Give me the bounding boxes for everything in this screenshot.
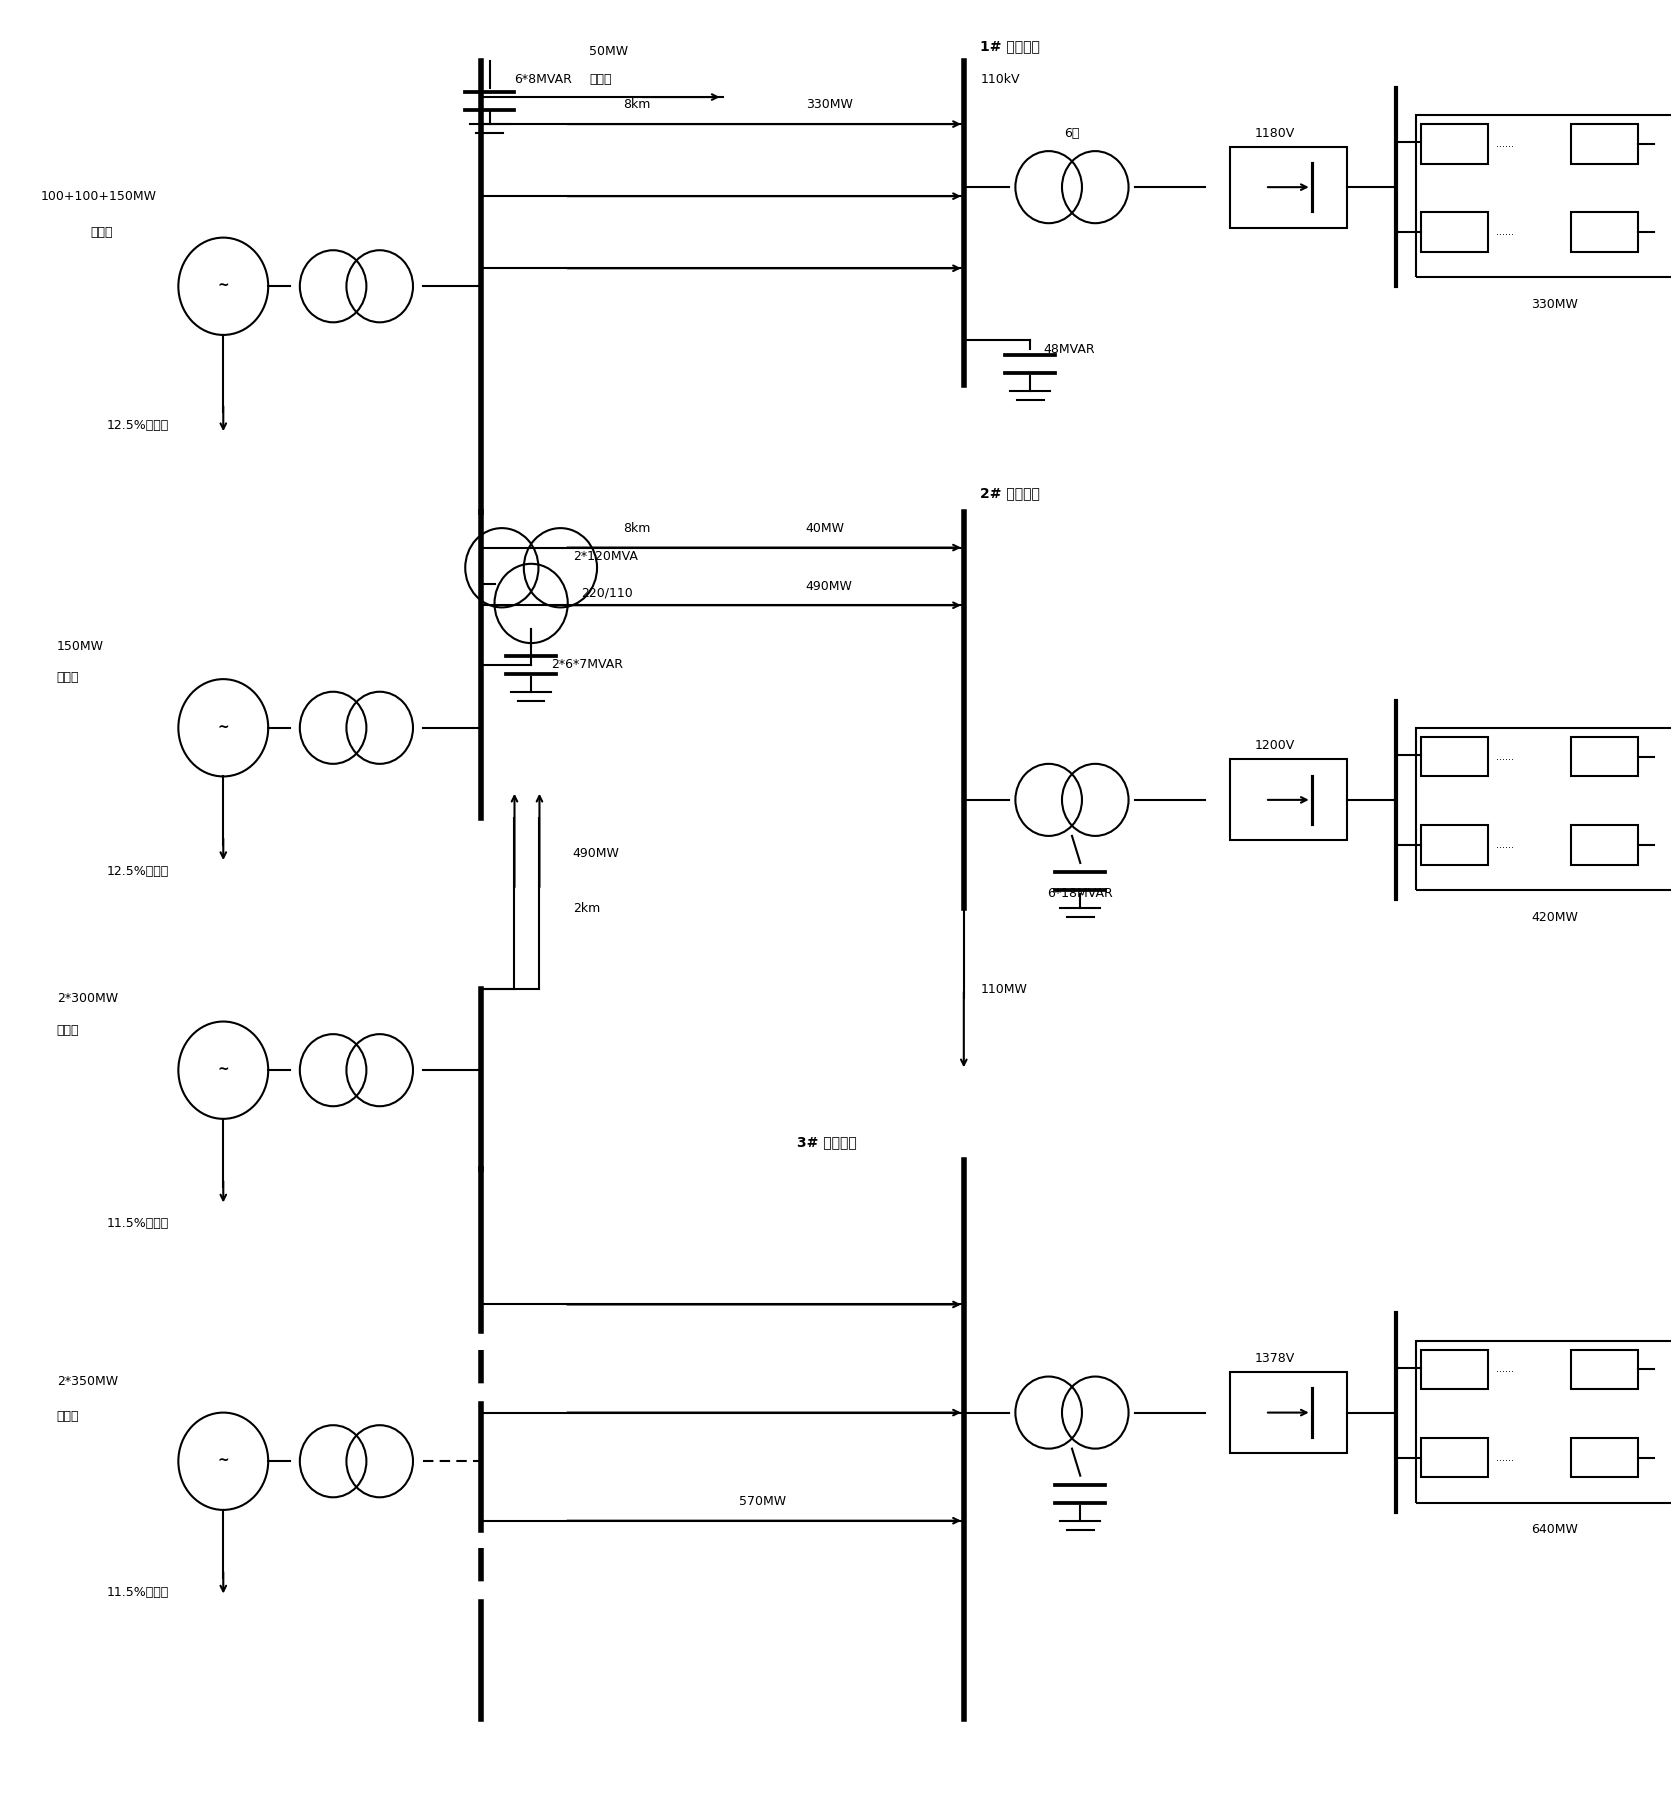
Bar bbox=[1571, 123, 1638, 163]
Bar bbox=[1421, 1438, 1488, 1478]
Bar bbox=[1230, 1373, 1346, 1453]
Bar bbox=[1416, 114, 1678, 278]
Text: 11.5%厂用电: 11.5%厂用电 bbox=[107, 1587, 169, 1600]
Text: ......: ...... bbox=[1497, 1364, 1514, 1375]
Text: 1180V: 1180V bbox=[1255, 127, 1295, 140]
Text: 490MW: 490MW bbox=[572, 848, 619, 861]
Text: 420MW: 420MW bbox=[1530, 910, 1577, 924]
Text: 150MW: 150MW bbox=[57, 641, 104, 654]
Text: 2*350MW: 2*350MW bbox=[57, 1375, 117, 1389]
Bar bbox=[1421, 123, 1488, 163]
Text: 12.5%厂用电: 12.5%厂用电 bbox=[107, 418, 169, 432]
Text: 640MW: 640MW bbox=[1530, 1524, 1577, 1536]
Text: 1# 电解铝厂: 1# 电解铝厂 bbox=[980, 40, 1040, 54]
Text: 1200V: 1200V bbox=[1255, 739, 1295, 752]
Text: 8km: 8km bbox=[623, 98, 649, 111]
Text: ......: ...... bbox=[1497, 227, 1514, 238]
Text: 2*300MW: 2*300MW bbox=[57, 992, 117, 1004]
Text: 110MW: 110MW bbox=[980, 982, 1027, 995]
Text: 490MW: 490MW bbox=[805, 579, 852, 592]
Text: 6*18MVAR: 6*18MVAR bbox=[1047, 886, 1113, 901]
Bar bbox=[1230, 147, 1346, 227]
Text: ~: ~ bbox=[218, 721, 230, 735]
Bar bbox=[1571, 737, 1638, 777]
Text: 330MW: 330MW bbox=[805, 98, 852, 111]
Bar bbox=[1230, 759, 1346, 841]
Text: 热负荷: 热负荷 bbox=[589, 73, 612, 85]
Text: 12.5%厂用电: 12.5%厂用电 bbox=[107, 866, 169, 879]
Text: 2*120MVA: 2*120MVA bbox=[572, 550, 638, 563]
Bar bbox=[1421, 737, 1488, 777]
Bar bbox=[1421, 824, 1488, 864]
Bar bbox=[1571, 1438, 1638, 1478]
Text: 330MW: 330MW bbox=[1530, 298, 1577, 311]
Text: 3# 电解铝厂: 3# 电解铝厂 bbox=[797, 1135, 857, 1150]
Text: 2km: 2km bbox=[572, 901, 601, 915]
Bar bbox=[1571, 1349, 1638, 1389]
Text: 6*8MVAR: 6*8MVAR bbox=[515, 73, 572, 85]
Text: ~: ~ bbox=[218, 1062, 230, 1077]
Text: 6组: 6组 bbox=[1064, 127, 1079, 140]
Text: 220/110: 220/110 bbox=[581, 587, 633, 599]
Text: ~: ~ bbox=[218, 1455, 230, 1469]
Text: 11.5%厂用电: 11.5%厂用电 bbox=[107, 1217, 169, 1229]
Text: 火电厂: 火电厂 bbox=[57, 1024, 79, 1037]
Bar bbox=[1421, 1349, 1488, 1389]
Text: 火电厂: 火电厂 bbox=[91, 225, 112, 238]
Text: 1378V: 1378V bbox=[1255, 1353, 1295, 1366]
Bar bbox=[1421, 212, 1488, 252]
Text: ......: ...... bbox=[1497, 752, 1514, 761]
Text: 2# 电解铝厂: 2# 电解铝厂 bbox=[980, 487, 1040, 501]
Text: ......: ...... bbox=[1497, 138, 1514, 149]
Text: 48MVAR: 48MVAR bbox=[1044, 343, 1096, 356]
Text: 火电厂: 火电厂 bbox=[57, 670, 79, 685]
Text: ~: ~ bbox=[218, 280, 230, 292]
Bar bbox=[1416, 1340, 1678, 1502]
Text: 8km: 8km bbox=[623, 521, 649, 536]
Text: 2*6*7MVAR: 2*6*7MVAR bbox=[550, 657, 623, 672]
Bar bbox=[1571, 212, 1638, 252]
Text: 110kV: 110kV bbox=[980, 73, 1020, 85]
Text: 50MW: 50MW bbox=[589, 45, 629, 58]
Bar bbox=[1416, 728, 1678, 890]
Text: 40MW: 40MW bbox=[805, 521, 844, 536]
Text: 100+100+150MW: 100+100+150MW bbox=[40, 189, 156, 203]
Text: 火电厂: 火电厂 bbox=[57, 1409, 79, 1422]
Text: 570MW: 570MW bbox=[738, 1495, 787, 1507]
Text: ......: ...... bbox=[1497, 1453, 1514, 1462]
Text: ......: ...... bbox=[1497, 841, 1514, 850]
Bar bbox=[1571, 824, 1638, 864]
